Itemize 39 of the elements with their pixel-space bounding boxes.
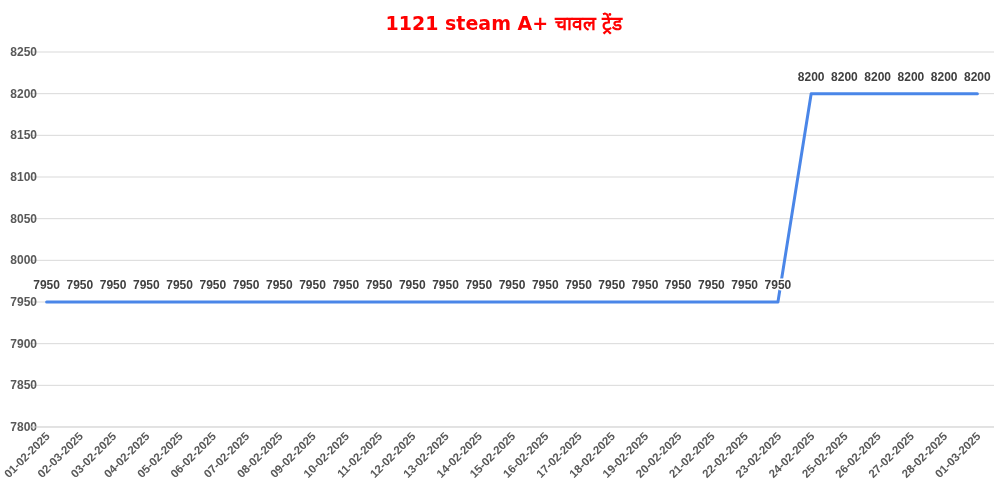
data-label: 7950	[33, 278, 61, 292]
data-label: 7950	[498, 278, 526, 292]
y-tick-label: 8150	[10, 128, 38, 143]
data-label: 8200	[797, 69, 825, 84]
data-label: 7950	[166, 278, 194, 292]
data-label: 8200	[831, 69, 859, 84]
data-label: 7950	[66, 278, 94, 292]
data-label: 8200	[864, 69, 892, 84]
y-tick-label: 8100	[10, 170, 38, 184]
data-label: 7950	[432, 278, 460, 292]
data-label: 7950	[398, 278, 426, 292]
data-label: 7950	[631, 278, 659, 292]
y-tick-label: 8000	[10, 253, 38, 268]
data-label: 7950	[99, 278, 127, 292]
data-label: 8200	[897, 69, 925, 84]
data-label: 7950	[664, 278, 692, 292]
y-tick-label: 8050	[10, 211, 38, 226]
data-label: 7950	[265, 278, 293, 292]
y-tick-label: 7850	[10, 378, 38, 393]
data-label: 7950	[132, 278, 161, 292]
data-label: 8200	[964, 69, 992, 84]
data-label: 7950	[531, 278, 559, 292]
data-label: 7950	[598, 278, 626, 292]
data-label: 8200	[930, 69, 958, 84]
data-label: 7950	[332, 278, 360, 292]
data-label: 7950	[565, 278, 593, 292]
data-label: 7950	[365, 278, 393, 292]
data-label: 7950	[731, 278, 759, 292]
data-label: 7950	[465, 278, 493, 292]
data-label: 7950	[199, 278, 227, 292]
y-tick-label: 7950	[10, 295, 38, 309]
data-label: 7950	[698, 278, 726, 292]
y-tick-label: 7900	[10, 336, 38, 351]
y-tick-label: 8250	[10, 45, 38, 59]
data-label: 7950	[299, 278, 327, 292]
chart-title: 1121 steam A+ चावल ट्रेंड	[385, 12, 624, 35]
y-tick-label: 7800	[10, 420, 38, 434]
data-label: 7950	[232, 278, 260, 292]
y-tick-label: 8200	[10, 86, 38, 101]
